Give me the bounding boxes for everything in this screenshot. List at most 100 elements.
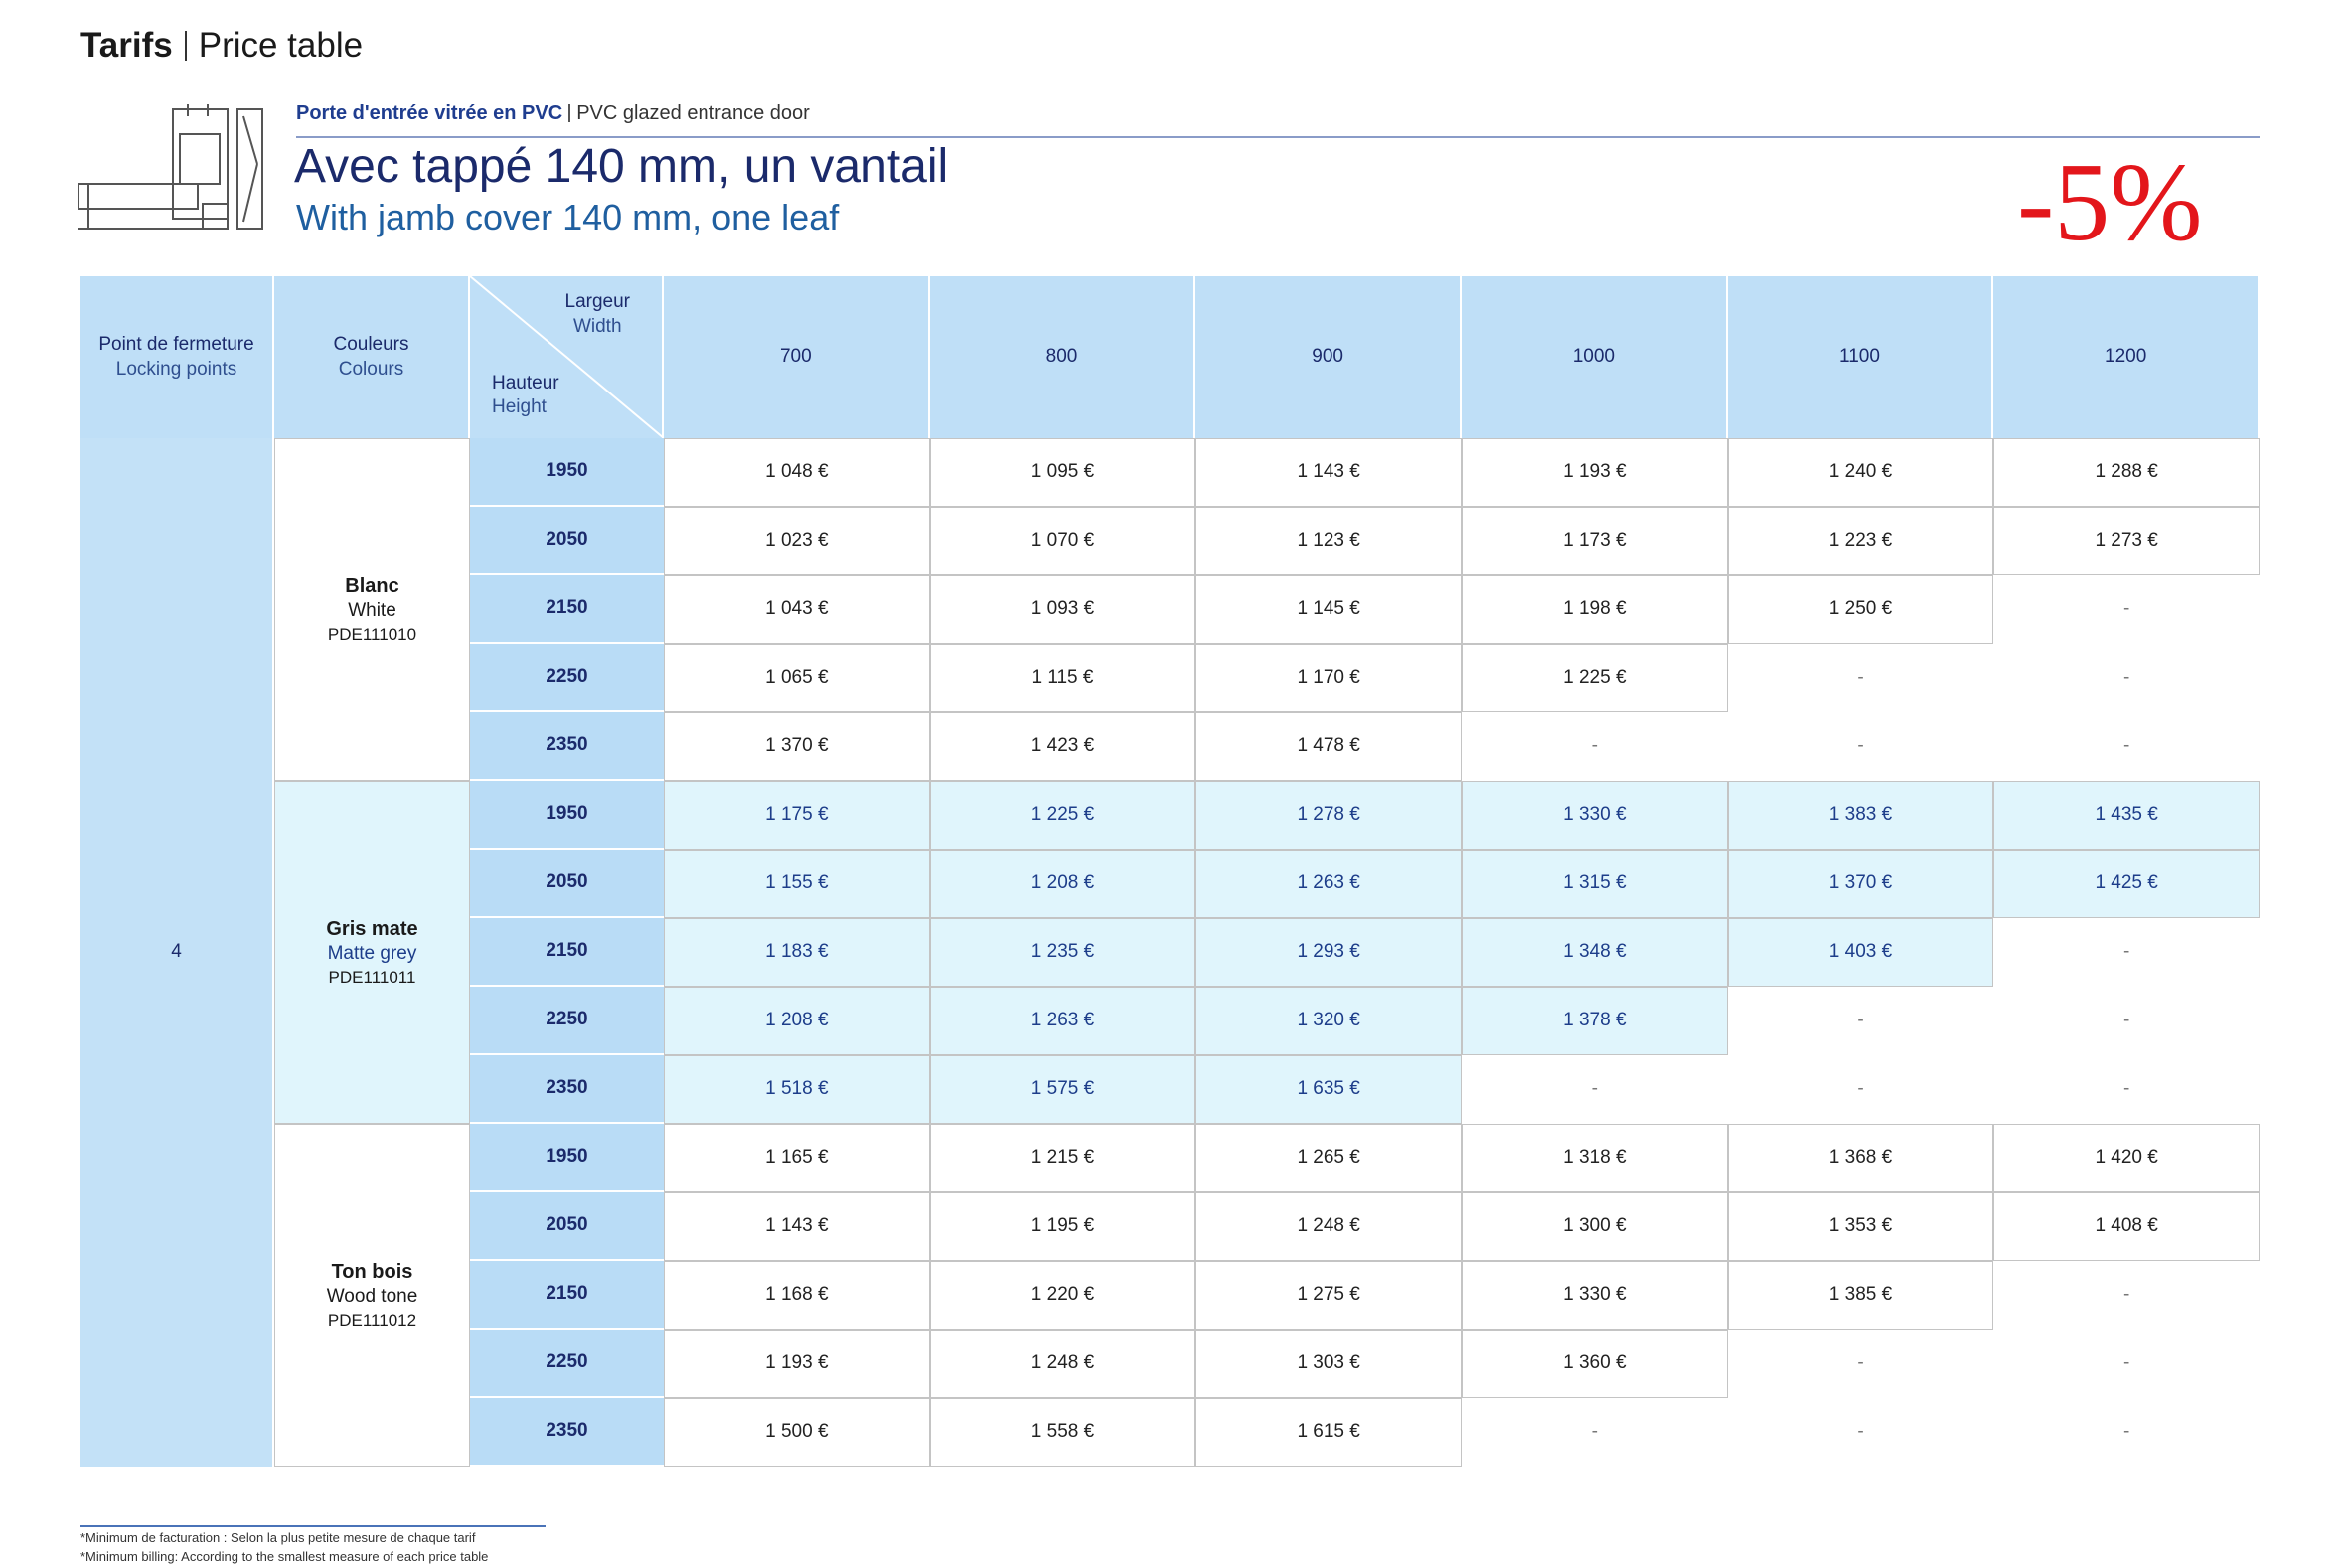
price-cell: 1 293 € [1195, 918, 1462, 987]
price-cell: 1 288 € [1993, 438, 2260, 507]
price-cell: - [1993, 712, 2260, 781]
price-cell: 1 320 € [1195, 987, 1462, 1055]
header-cell: Largeur Width Hauteur Height [470, 276, 664, 438]
height-cell: 2150 [470, 918, 664, 987]
price-cell: 1 235 € [929, 918, 1196, 987]
height-cell: 1950 [470, 781, 664, 850]
header-group: Hauteur Height [492, 372, 559, 420]
price-cell: 1 065 € [664, 644, 930, 712]
price-cell: - [1727, 1398, 1994, 1467]
price-cell: 1 348 € [1462, 918, 1728, 987]
height-cell: 2250 [470, 987, 664, 1055]
header-text: Height [492, 396, 547, 418]
header-text: Hauteur [492, 372, 559, 393]
price-cell: 1 240 € [1727, 438, 1994, 507]
price-cell: 1 368 € [1727, 1124, 1994, 1192]
price-cell: 1 420 € [1993, 1124, 2260, 1192]
price-cell: 1 215 € [929, 1124, 1196, 1192]
price-cell: 1 220 € [929, 1261, 1196, 1330]
price-cell: 1 070 € [929, 507, 1196, 575]
width-header: 1100 [1727, 276, 1994, 438]
price-cell: 1 175 € [664, 781, 930, 850]
title: Tarifs [80, 26, 173, 65]
price-cell: 1 115 € [929, 644, 1196, 712]
separator [184, 31, 187, 61]
price-cell: 1 500 € [664, 1398, 930, 1467]
price-cell: - [1462, 1055, 1728, 1124]
colour-name-en: Matte grey [327, 943, 417, 965]
price-cell: 1 635 € [1195, 1055, 1462, 1124]
header-text: Couleurs [333, 333, 409, 355]
price-cell: 1 263 € [1195, 850, 1462, 918]
door-profile-icon [78, 104, 263, 230]
price-cell: 1 318 € [1462, 1124, 1728, 1192]
price-cell: 1 165 € [664, 1124, 930, 1192]
header-group: Largeur Width [565, 290, 631, 339]
price-cell: 1 265 € [1195, 1124, 1462, 1192]
width-header: 1200 [1993, 276, 2260, 438]
height-cell: 2350 [470, 712, 664, 781]
colour-cell: Gris mate Matte grey PDE111011 [274, 781, 470, 1124]
price-cell: 1 370 € [1727, 850, 1994, 918]
price-cell: 1 225 € [929, 781, 1196, 850]
price-cell: 1 330 € [1462, 781, 1728, 850]
price-cell: 1 435 € [1993, 781, 2260, 850]
price-cell: 1 273 € [1993, 507, 2260, 575]
price-cell: 1 478 € [1195, 712, 1462, 781]
price-cell: 1 208 € [929, 850, 1196, 918]
colour-name-en: Wood tone [326, 1286, 418, 1308]
price-cell: 1 378 € [1462, 987, 1728, 1055]
height-cell: 2350 [470, 1398, 664, 1467]
height-cell: 2350 [470, 1055, 664, 1124]
price-cell: 1 183 € [664, 918, 930, 987]
header-text: Locking points [115, 358, 237, 380]
header-text: Largeur [564, 291, 631, 312]
price-cell: 1 223 € [1727, 507, 1994, 575]
discount: -5% [2017, 141, 2203, 264]
price-cell: 1 123 € [1195, 507, 1462, 575]
price-cell: 1 300 € [1462, 1192, 1728, 1261]
price-cell: 1 250 € [1727, 575, 1994, 644]
price-cell: 1 095 € [929, 438, 1196, 507]
price-cell: 1 173 € [1462, 507, 1728, 575]
product-category: Porte d'entrée vitrée en PVC PVC glazed e… [296, 102, 810, 125]
price-cell: 1 248 € [1195, 1192, 1462, 1261]
price-cell: - [1993, 575, 2260, 644]
price-cell: 1 278 € [1195, 781, 1462, 850]
category-en: PVC glazed entrance door [576, 102, 810, 124]
price-cell: 1 423 € [929, 712, 1196, 781]
colour-code: PDE111011 [328, 967, 416, 987]
price-cell: 1 248 € [929, 1330, 1196, 1398]
price-cell: 1 403 € [1727, 918, 1994, 987]
price-cell: - [1727, 1055, 1994, 1124]
locking-cell: 4 [80, 438, 274, 1467]
price-cell: 1 093 € [929, 575, 1196, 644]
price-cell: 1 330 € [1462, 1261, 1728, 1330]
separator [568, 104, 571, 122]
colour-name-fr: Ton bois [331, 1261, 413, 1284]
price-cell: 1 143 € [1195, 438, 1462, 507]
price-cell: 1 425 € [1993, 850, 2260, 918]
price-cell: 1 023 € [664, 507, 930, 575]
price-cell: 1 170 € [1195, 644, 1462, 712]
header-text: Width [572, 315, 622, 337]
price-cell: 1 208 € [664, 987, 930, 1055]
price-cell: 1 353 € [1727, 1192, 1994, 1261]
price-cell: 1 303 € [1195, 1330, 1462, 1398]
height-cell: 2050 [470, 1192, 664, 1261]
price-cell: - [1727, 1330, 1994, 1398]
price-cell: 1 518 € [664, 1055, 930, 1124]
diagonal [470, 276, 664, 438]
price-cell: 1 383 € [1727, 781, 1994, 850]
price-cell: 1 558 € [929, 1398, 1196, 1467]
price-cell: - [1993, 1398, 2260, 1467]
header-text: Point de fermeture [98, 333, 254, 355]
price-cell: 1 195 € [929, 1192, 1196, 1261]
width-header: 700 [664, 276, 930, 438]
price-cell: 1 385 € [1727, 1261, 1994, 1330]
category-fr: Porte d'entrée vitrée en PVC [296, 102, 563, 124]
price-cell: 1 275 € [1195, 1261, 1462, 1330]
height-cell: 2150 [470, 575, 664, 644]
price-cell: - [1993, 1055, 2260, 1124]
